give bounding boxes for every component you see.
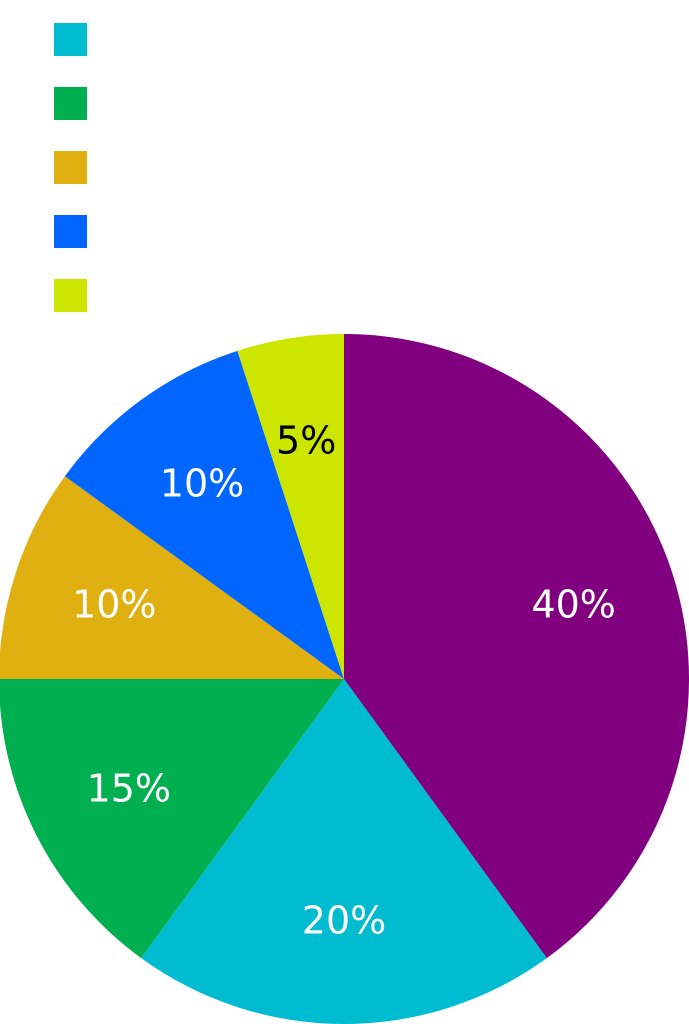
slice-label-6: 5%	[276, 419, 336, 463]
pie-slice-5	[64, 350, 344, 679]
slice-label-4: 10%	[72, 582, 156, 626]
slice-label-2: 20%	[302, 899, 386, 943]
legend-swatch-4	[54, 215, 87, 248]
pie-slice-2	[141, 679, 547, 1024]
pie-slice-3	[0, 679, 344, 959]
pie-slice-1	[344, 334, 689, 959]
legend-swatch-3	[54, 151, 87, 184]
pie-slices	[0, 334, 689, 1024]
slice-label-1: 40%	[531, 582, 615, 626]
slice-label-3: 15%	[87, 767, 171, 811]
pie-labels: 40% 20% 15% 10% 10% 5%	[72, 419, 616, 943]
legend-swatch-2	[54, 87, 87, 120]
legend-swatch-5	[54, 279, 87, 312]
pie-slice-6	[237, 334, 344, 679]
legend-swatch-1	[54, 23, 87, 56]
slice-label-5: 10%	[160, 462, 244, 506]
pie-slice-4	[0, 476, 344, 679]
